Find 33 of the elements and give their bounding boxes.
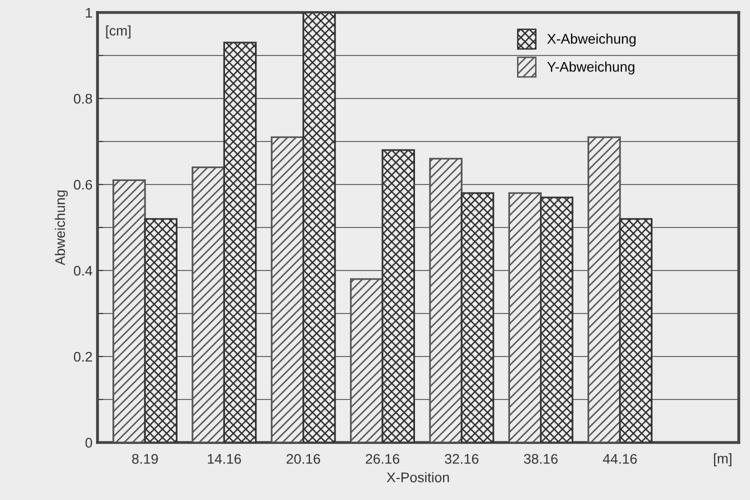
bar: [619, 218, 652, 442]
x-tick-label: 8.19: [132, 454, 158, 464]
y-tick-label: 0: [85, 438, 92, 448]
x-tick-label: 44.16: [602, 454, 637, 464]
y-axis-title: Abweichung: [54, 190, 68, 266]
text: [m]: [714, 453, 732, 466]
y-tick-label: 0.2: [74, 352, 92, 362]
bar: [460, 192, 494, 442]
x-tick-label: 14.16: [208, 454, 241, 464]
bar: [270, 136, 304, 442]
bar: [588, 136, 621, 442]
x-axis-title: X-Position: [386, 472, 449, 482]
legend-label: X-Abweichung: [547, 34, 636, 46]
bar: [350, 278, 384, 442]
x-tick-label: 32.16: [444, 454, 478, 464]
bar: [302, 12, 336, 442]
y-tick-label: 1: [86, 8, 92, 18]
x-tick-label: 20.16: [286, 454, 320, 464]
annotation: [cm]: [106, 25, 130, 38]
bar: [144, 218, 178, 442]
x-tick-label: 38.16: [524, 454, 558, 464]
bar: [382, 149, 415, 442]
bar: [429, 158, 462, 442]
bar: [540, 196, 574, 442]
y-tick-label: 0.8: [74, 94, 92, 104]
y-tick-label: 0.6: [74, 180, 92, 190]
bar: [223, 42, 257, 442]
legend-label: Y-Abweichung: [547, 62, 634, 74]
bar: [508, 192, 542, 442]
bar: [112, 179, 146, 442]
y-tick-label: 0.4: [74, 266, 92, 276]
x-tick-label: 26.16: [366, 454, 400, 464]
bar: [192, 166, 225, 442]
